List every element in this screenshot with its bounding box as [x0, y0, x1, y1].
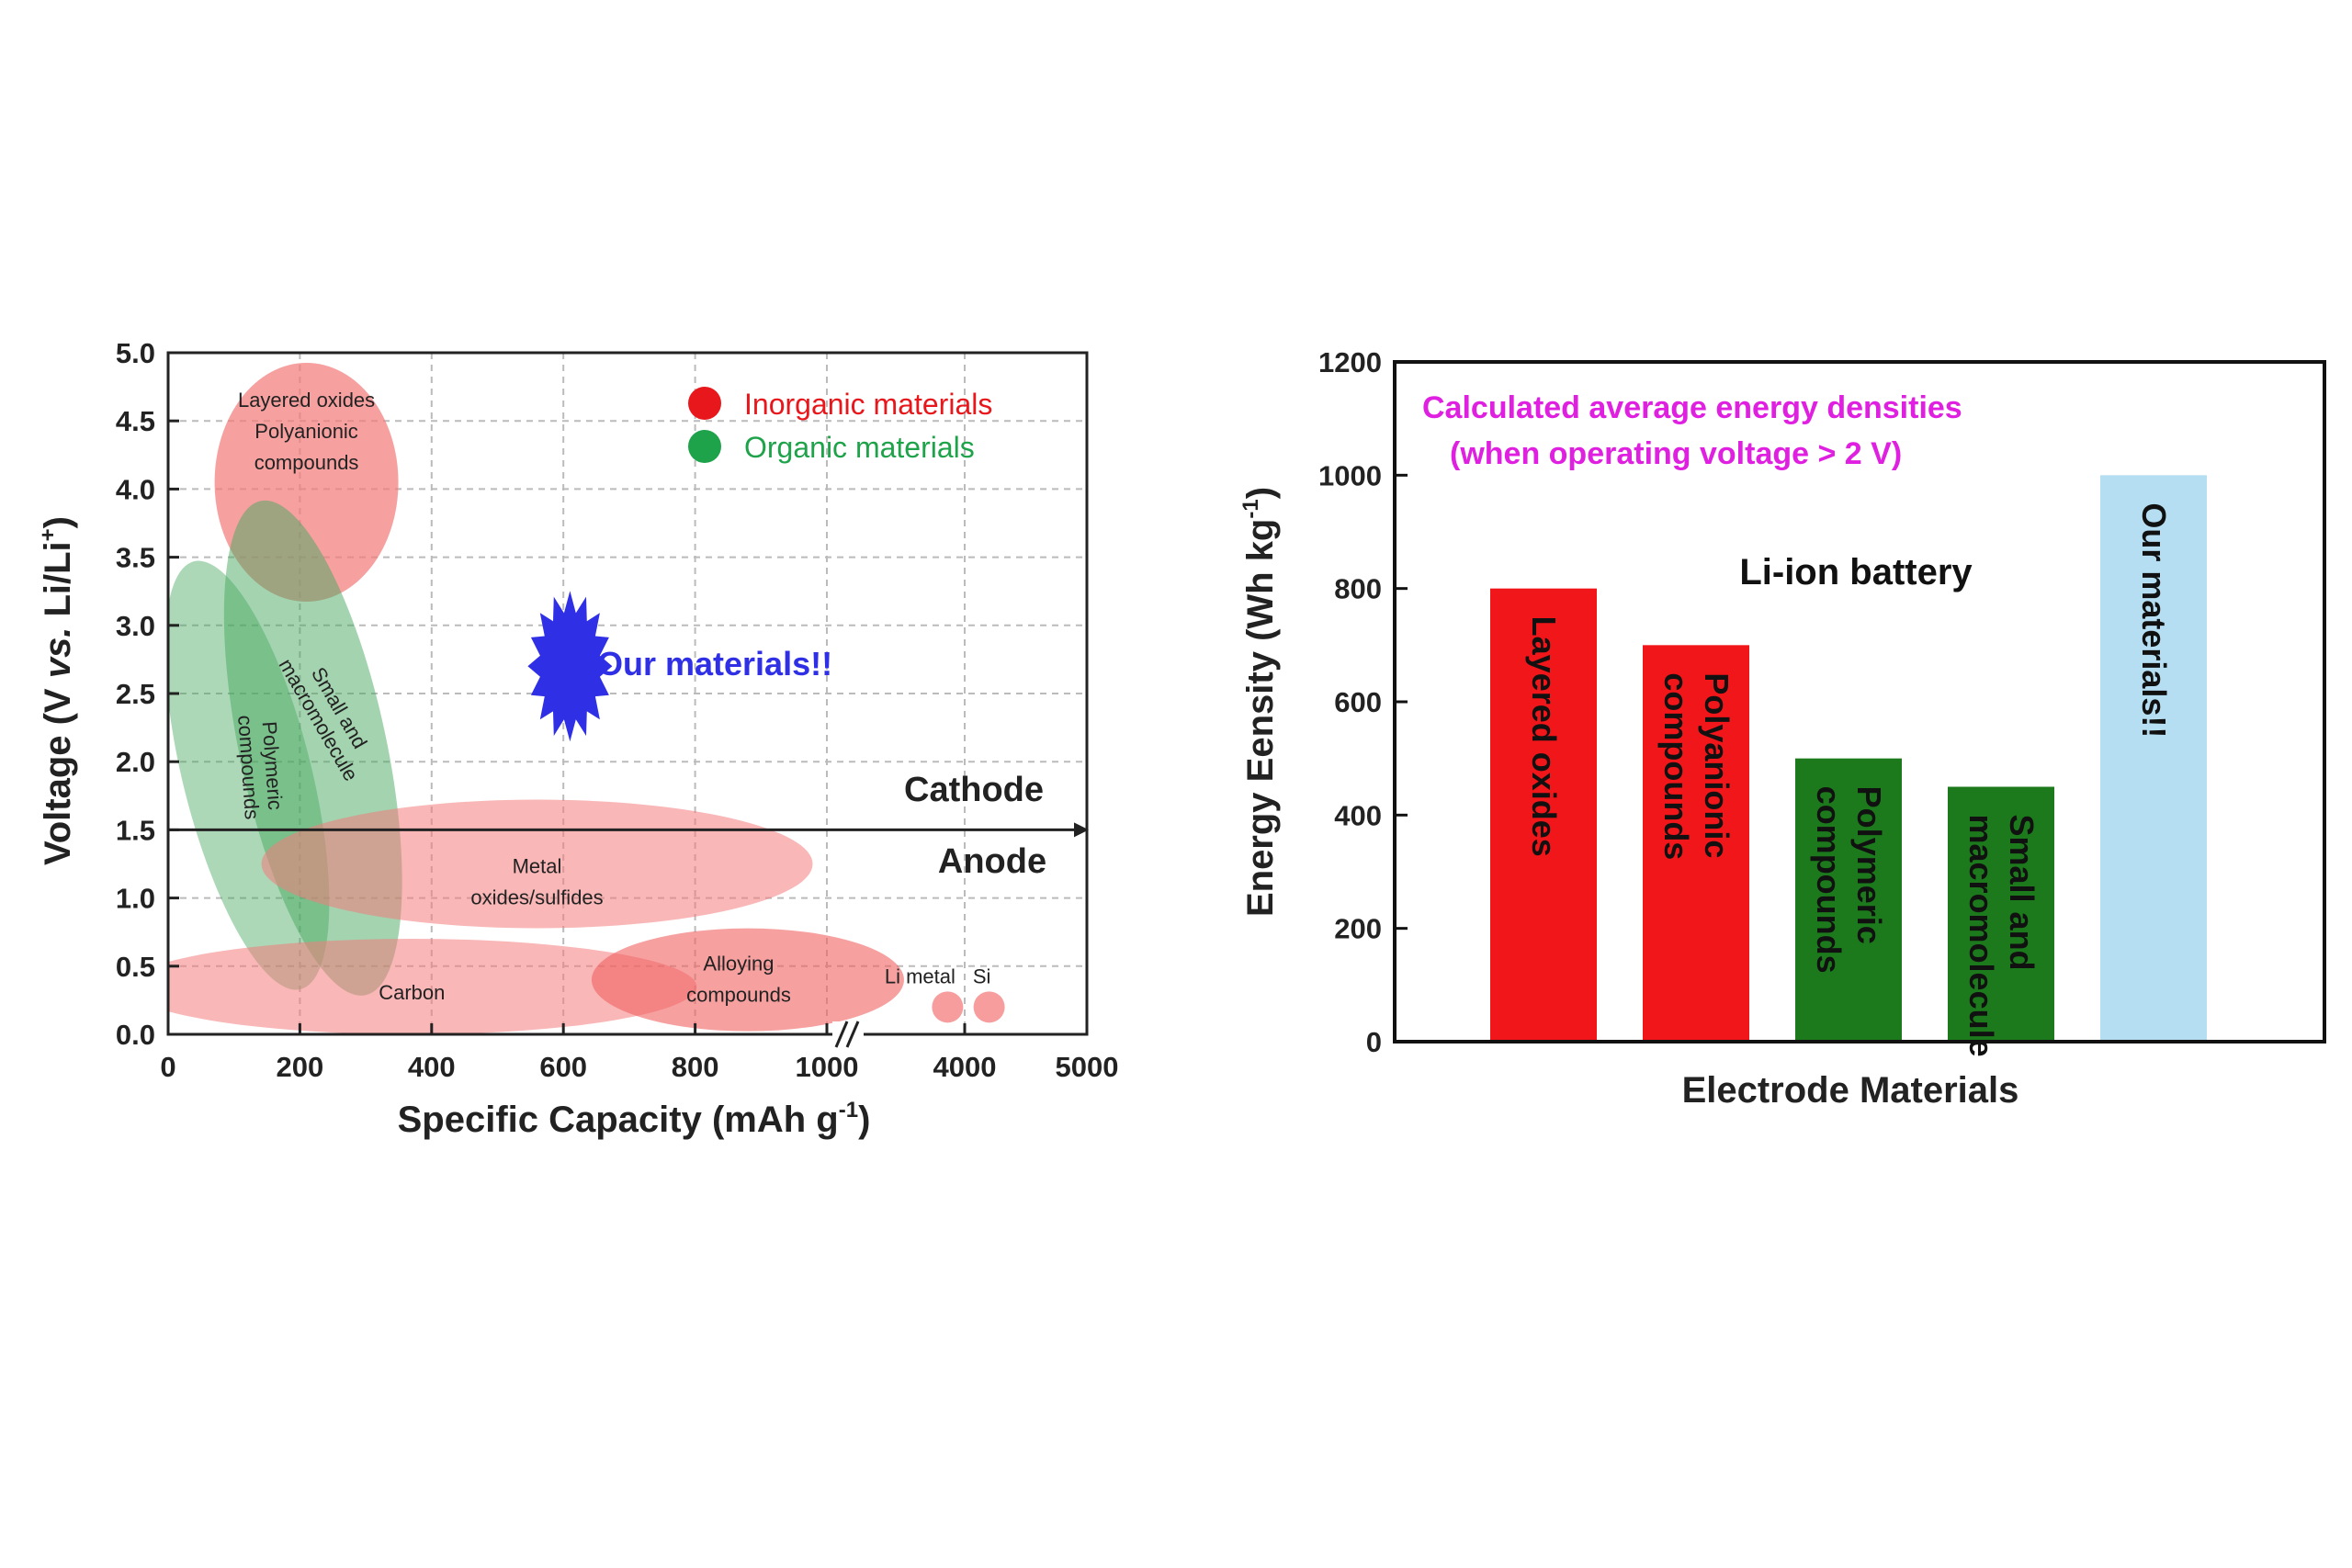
left-x-tick-label: 0 [160, 1051, 175, 1083]
region-label: Layered oxides Polyanionic compounds [238, 389, 375, 474]
energy-density-chart: Layered oxides Polyanioniccompounds Polyme… [1238, 346, 2326, 1111]
bar-polyanionic-compounds [1643, 645, 1749, 1042]
li-ion-battery-label: Li-ion battery [1739, 552, 1973, 592]
region-label: Li metal [885, 964, 956, 987]
right-bars: Layered oxides Polyanioniccompounds Polyme… [1490, 475, 2207, 1057]
bar-polymeric-compounds [1795, 758, 1902, 1042]
left-y-tick-label: 2.0 [116, 746, 155, 778]
right-x-axis-title: Electrode Materials [1682, 1070, 2019, 1111]
bar-layered-oxides [1490, 588, 1597, 1042]
region-si [973, 991, 1005, 1023]
voltage-capacity-chart: Layered oxides Polyanionic compounds Polyme… [36, 337, 1118, 1140]
right-y-tick-label: 200 [1334, 913, 1382, 945]
annotation-line-1: Calculated average energy densities [1422, 390, 1962, 425]
cathode-label: Cathode [904, 771, 1044, 809]
left-x-tick-label: 400 [408, 1051, 456, 1083]
our-materials-label: Our materials!! [597, 645, 832, 682]
region-label: Si [973, 964, 991, 987]
legend-label-organic: Organic materials [744, 431, 975, 464]
legend-label-inorganic: Inorganic materials [744, 388, 992, 421]
left-x-tick-label: 800 [672, 1051, 719, 1083]
right-y-tick-label: 400 [1334, 799, 1382, 831]
left-y-tick-label: 5.0 [116, 337, 155, 369]
bar-label: Polymericcompounds [1810, 786, 1888, 974]
right-y-tick-label: 800 [1334, 573, 1382, 605]
left-x-tick-label: 1000 [796, 1051, 859, 1083]
right-y-tick-label: 600 [1334, 686, 1382, 718]
region-carbon [168, 939, 697, 1034]
anode-label: Anode [938, 842, 1046, 881]
bar-label: Polyanioniccompounds [1657, 672, 1736, 860]
right-y-tick-label: 1200 [1318, 346, 1382, 378]
region-label: Metal oxides/sulfides [470, 855, 603, 909]
left-x-axis-title: Specific Capacity (mAh g-1) [398, 1098, 871, 1140]
region-alloying-compounds [591, 928, 904, 1032]
right-y-tick-label: 1000 [1318, 459, 1382, 491]
region-label: Carbon [379, 981, 445, 1004]
bar-label: Layered oxides [1525, 616, 1563, 857]
divider-arrow-head [1074, 822, 1089, 838]
left-x-tick-label: 600 [539, 1051, 587, 1083]
left-y-tick-label: 2.5 [116, 678, 155, 710]
bar-label: Our materials!! [2135, 502, 2173, 738]
region-label: Alloying compounds [686, 953, 791, 1007]
left-ticks: 0.0 0.5 1.0 1.5 2.0 2.5 3.0 3.5 4.0 4.5 5.0 0 200 400… [116, 337, 1119, 1083]
right-ticks: 0 200 400 600 800 1000 1200 [1318, 346, 1408, 1058]
left-y-tick-label: 1.5 [116, 814, 155, 846]
left-y-tick-label: 3.5 [116, 542, 155, 574]
left-x-tick-label: 5000 [1056, 1051, 1119, 1083]
bar-small-and-macromolecule [1948, 786, 2054, 1042]
left-y-tick-label: 0.0 [116, 1019, 155, 1051]
axis-break-mark [832, 1021, 864, 1048]
left-x-tick-label: 200 [277, 1051, 324, 1083]
our-materials-star [527, 591, 613, 742]
right-y-axis-title: Energy Eensity (Wh kg-1) [1238, 487, 1281, 917]
annotation-line-2: (when operating voltage > 2 V) [1450, 436, 1902, 471]
left-legend: Inorganic materials Organic materials [688, 387, 992, 464]
left-y-tick-label: 3.0 [116, 610, 155, 642]
legend-marker-inorganic [688, 387, 721, 420]
region-label: Polymericcompounds [233, 713, 288, 820]
right-y-tick-label: 0 [1366, 1026, 1382, 1058]
region-metal-oxides-sulfides [261, 799, 813, 929]
region-li-metal [932, 991, 964, 1023]
left-regions: Layered oxides Polyanionic compounds Polyme… [168, 362, 1005, 1034]
left-y-axis-title: Voltage (V vs. Li/Li+) [36, 516, 78, 865]
left-y-tick-label: 1.0 [116, 883, 155, 915]
bar-our-materials [2100, 475, 2207, 1042]
left-y-tick-label: 4.0 [116, 473, 155, 505]
left-y-tick-label: 0.5 [116, 951, 155, 983]
left-x-tick-label: 4000 [933, 1051, 997, 1083]
left-y-tick-label: 4.5 [116, 405, 155, 437]
bar-label: Small andmacromolecule [1962, 815, 2041, 1057]
legend-marker-organic [688, 430, 721, 463]
